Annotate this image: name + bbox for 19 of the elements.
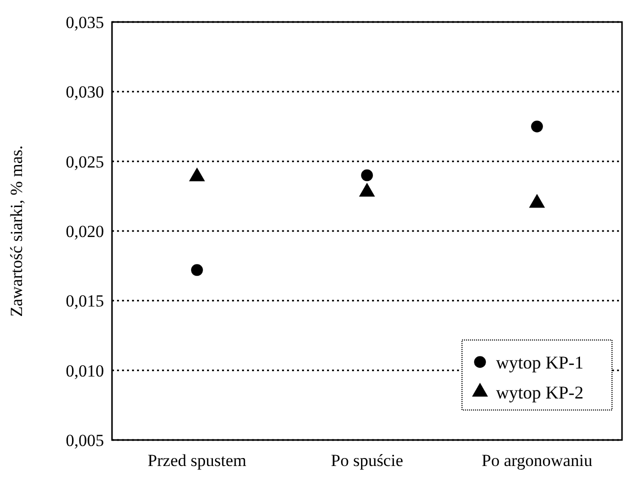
y-tick-label: 0,005: [66, 430, 104, 450]
x-tick-label: Przed spustem: [148, 451, 246, 470]
y-tick-label: 0,035: [66, 12, 104, 32]
y-tick-label: 0,015: [66, 292, 104, 311]
point: [189, 167, 205, 182]
point: [359, 182, 375, 197]
x-tick-label: Po spuście: [330, 451, 404, 470]
legend-label: wytop KP-2: [496, 382, 584, 402]
y-axis-title: Zawartość siarki, % mas.: [7, 145, 26, 317]
point: [531, 120, 543, 132]
point: [191, 264, 203, 276]
point: [529, 194, 545, 208]
x-tick-label: Po argonowaniu: [482, 451, 593, 470]
y-tick-label: 0,030: [66, 82, 104, 102]
y-tick-label: 0,010: [66, 361, 104, 380]
legend-label: wytop KP-1: [496, 352, 584, 372]
y-tick-label: 0,020: [66, 222, 104, 241]
point: [361, 169, 373, 182]
y-tick-label: 0,025: [66, 152, 104, 172]
